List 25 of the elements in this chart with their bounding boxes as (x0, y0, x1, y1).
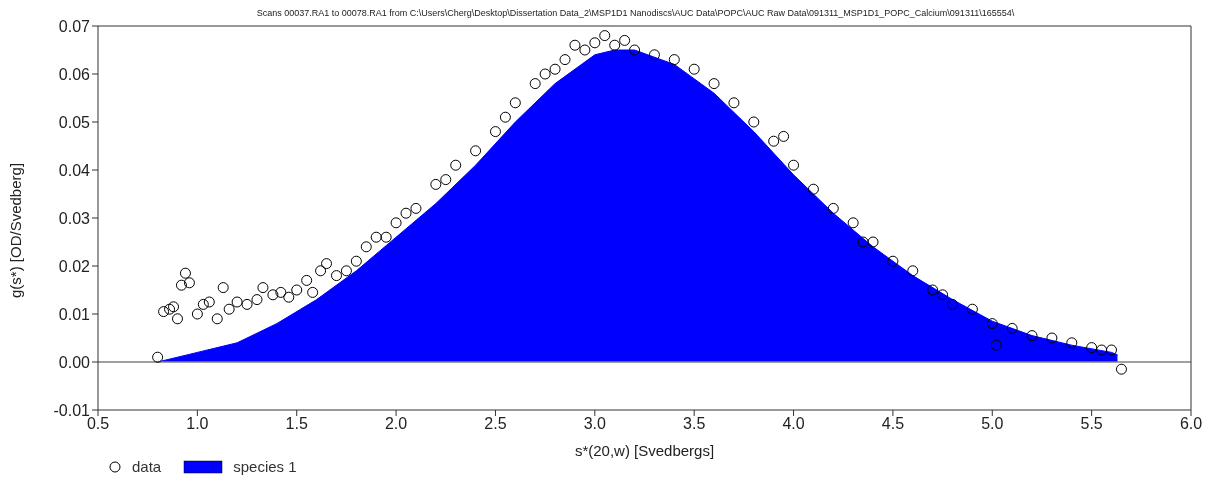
y-tick-label: 0.07 (58, 17, 91, 35)
chart-title: Scans 00037.RA1 to 00078.RA1 from C:\Users\Cherg\Desktop\Dissertation Data_2\MSP1D1 Nanodiscs\AUC Data\POPC\AUC Raw Data\091311_MSP1D1_POPC_Calcium\091311\165554\ (256, 8, 1015, 18)
x-tick-label: 0.5 (86, 415, 110, 433)
x-tick-label: 5.5 (1080, 415, 1103, 433)
y-tick-label: 0.06 (58, 65, 91, 83)
x-axis-title: s*(20,w) [Svedbergs] (574, 442, 715, 459)
x-tick-label: 4.5 (881, 415, 905, 433)
y-axis-title: g(s*) [OD/Svedberg] (7, 162, 25, 298)
x-tick-label: 3.5 (683, 415, 706, 433)
x-tick-label: 3.0 (583, 415, 607, 433)
legend-label: species 1 (233, 458, 297, 475)
y-tick-label: 0.01 (58, 305, 91, 323)
x-tick-label: 5.0 (981, 415, 1004, 433)
x-tick-label: 2.0 (384, 415, 408, 433)
x-tick-label: 4.0 (782, 415, 805, 433)
y-tick-label: 0.05 (58, 113, 91, 131)
y-tick-label: 0.00 (58, 353, 91, 371)
y-tick-label: 0.02 (58, 257, 91, 275)
y-tick-label: 0.04 (58, 161, 91, 179)
x-tick-label: 1.5 (285, 415, 308, 433)
x-tick-label: 1.0 (186, 415, 209, 433)
legend-label: data (132, 458, 162, 475)
x-tick-label: 6.0 (1179, 415, 1203, 433)
x-tick-label: 2.5 (484, 415, 507, 433)
y-tick-label: 0.03 (58, 209, 91, 227)
